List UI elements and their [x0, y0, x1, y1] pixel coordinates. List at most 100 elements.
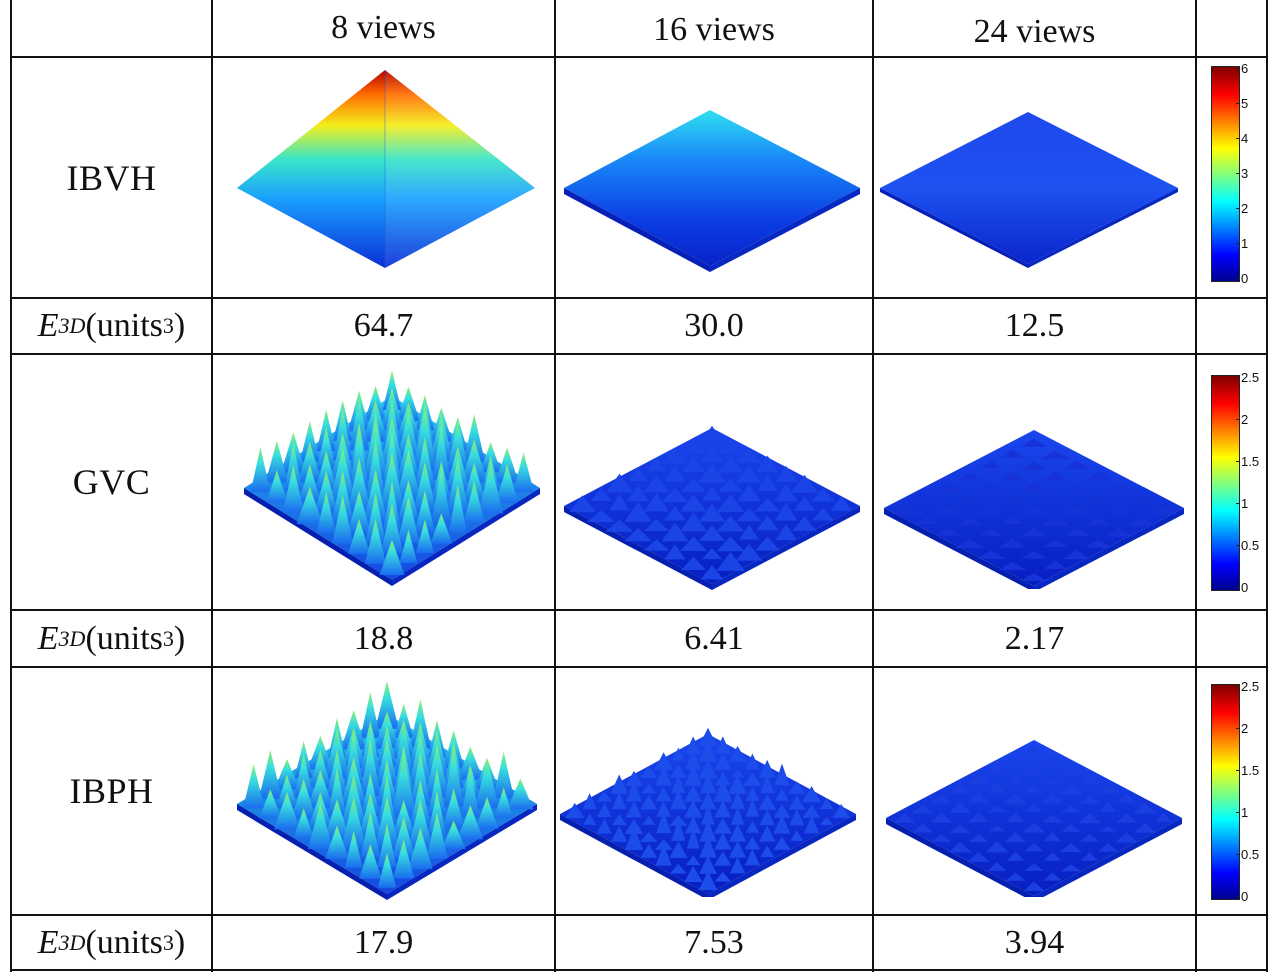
- surface-peak: [744, 848, 760, 866]
- surface-peak: [431, 466, 451, 522]
- surface-peak: [671, 819, 686, 841]
- colorbar-tick: [1236, 103, 1240, 104]
- surface-peak: [957, 516, 983, 525]
- colorbar-tick: [1236, 812, 1240, 813]
- surface-peak: [745, 787, 760, 801]
- colorbar-tick: [1236, 728, 1240, 729]
- surface-peak: [699, 739, 717, 762]
- colorbar-tick: [1236, 686, 1240, 687]
- surface-peak: [893, 812, 916, 823]
- surface-peak: [702, 486, 722, 501]
- error-metric-label: E 3D (units 3): [37, 923, 186, 961]
- error-value: 18.8: [353, 619, 414, 657]
- surface-peak: [327, 767, 347, 817]
- surface-peak: [442, 788, 465, 828]
- surface-peak: [1005, 872, 1026, 881]
- surface-peak: [1041, 754, 1064, 765]
- surface-peak: [628, 467, 648, 482]
- surface-peak: [685, 855, 701, 866]
- surface-plot-ibvh-8-views: [237, 70, 535, 268]
- surface-peak: [512, 452, 535, 493]
- surface-peak: [611, 826, 628, 842]
- surface-peak: [475, 758, 499, 809]
- surface-peak: [643, 475, 670, 493]
- surface-peak: [609, 493, 630, 511]
- surface-peak: [624, 818, 644, 834]
- surface-peak: [1007, 756, 1024, 764]
- surface-peak: [640, 844, 658, 858]
- surface-base: [886, 740, 1182, 896]
- surface-peak: [832, 803, 850, 818]
- surface-peak: [930, 812, 953, 823]
- colorbar-tick-label: 2.5: [1241, 679, 1260, 694]
- surface-peak: [1126, 517, 1157, 526]
- surface-peak: [1000, 449, 1025, 458]
- method-label-ibvh: IBVH: [66, 157, 157, 198]
- surface-peak: [493, 751, 515, 799]
- surface-peak: [374, 796, 400, 848]
- surface-peak: [1133, 822, 1157, 833]
- surface-peak: [698, 503, 726, 522]
- surface-peak: [968, 812, 989, 823]
- error-value: 30.0: [684, 307, 744, 344]
- surface-peak: [775, 787, 789, 801]
- colorbar-gradient: [1211, 375, 1240, 591]
- table-border-right: [1266, 0, 1268, 972]
- surface-left-edge: [564, 506, 712, 590]
- surface-peak: [626, 485, 650, 502]
- surface-peak: [359, 844, 382, 879]
- surface-peak: [914, 494, 940, 503]
- error-value: 12.5: [1004, 307, 1065, 344]
- surface-peak: [1061, 824, 1081, 832]
- surface-peak: [1099, 825, 1117, 832]
- surface-peak: [307, 769, 333, 808]
- surface-peak: [1129, 494, 1153, 503]
- surface-peak: [987, 782, 1007, 793]
- surface-peak: [1099, 802, 1117, 812]
- surface-peak: [624, 501, 652, 522]
- surface-peak: [701, 804, 715, 825]
- surface-peak: [714, 851, 732, 866]
- surface-peak: [787, 781, 806, 794]
- surface-peak: [360, 738, 381, 797]
- surface-peak: [297, 442, 322, 482]
- surface-peak: [583, 813, 597, 825]
- surface-left-edge: [880, 188, 1028, 268]
- surface-peak: [1020, 527, 1048, 537]
- surface-peak: [745, 798, 760, 817]
- surface-peak: [315, 450, 338, 492]
- colorbar-tick: [1236, 278, 1240, 279]
- surface-peak: [999, 538, 1027, 548]
- surface-peak: [793, 496, 816, 511]
- surface-peak: [664, 465, 686, 482]
- surface-peak: [730, 807, 745, 825]
- surface-peak: [716, 536, 745, 552]
- surface-peak: [408, 827, 433, 870]
- surface-peak: [1108, 482, 1132, 491]
- surface-peak: [1085, 539, 1112, 548]
- surface-peak: [948, 824, 972, 833]
- surface-peak: [760, 845, 775, 858]
- surface-peak: [1060, 765, 1082, 775]
- surface-peak: [1043, 872, 1062, 881]
- surface-peak: [1116, 794, 1137, 803]
- surface-peak: [1087, 471, 1110, 480]
- colorbar-tick-label: 5: [1241, 96, 1249, 111]
- surface-peak: [1043, 560, 1068, 569]
- surface-plot-gvc-16-views: [564, 425, 860, 590]
- surface-peak: [958, 493, 981, 502]
- surface-peak: [911, 805, 935, 814]
- surface-peak: [915, 517, 938, 525]
- surface-peak: [789, 809, 805, 826]
- surface-peak: [377, 823, 397, 868]
- table-divider: [872, 0, 874, 972]
- surface-peak: [931, 834, 952, 842]
- surface-peak: [680, 536, 707, 551]
- surface-peak: [1024, 863, 1044, 871]
- colorbar-tick: [1236, 243, 1240, 244]
- surface-peak: [735, 543, 763, 561]
- surface-peak: [1060, 864, 1082, 872]
- surface-peak: [443, 746, 464, 807]
- surface-peak: [698, 760, 718, 778]
- surface-peak: [1059, 842, 1083, 853]
